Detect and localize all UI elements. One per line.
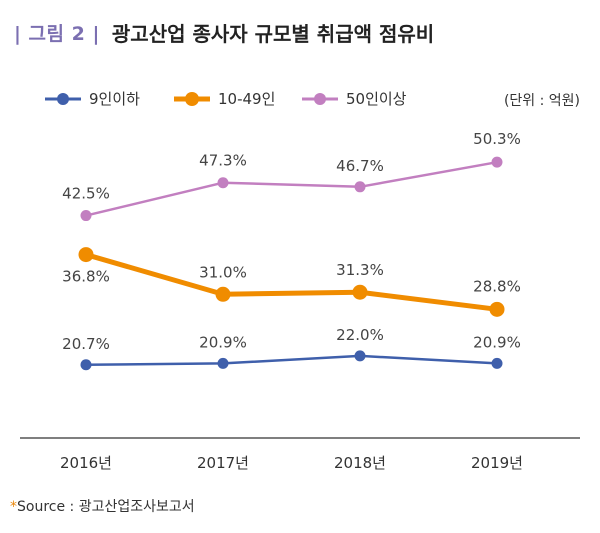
data-point [80,210,92,222]
source-asterisk: * [10,499,17,515]
x-tick-label: 2018년 [334,454,386,472]
legend-marker [185,92,199,106]
data-point [217,177,229,189]
data-point [80,359,92,371]
data-label: 46.7% [336,157,384,175]
series-line [84,160,499,217]
data-label: 28.8% [473,277,521,295]
data-point [491,357,503,369]
data-label: 47.3% [199,152,247,170]
data-label: 50.3% [473,130,521,148]
data-point [491,156,503,168]
figure-header: | 그림 2 | 광고산업 종사자 규모별 취급액 점유비 [14,14,434,50]
data-point [354,350,366,362]
data-point [352,284,368,300]
series-line [84,354,499,367]
figure-label: | 그림 2 | [14,22,100,45]
unit-label: (단위 : 억원) [503,93,580,109]
data-point [215,286,231,302]
data-label: 31.3% [336,261,384,279]
source-note: *Source : 광고산업조사보고서 [10,496,195,516]
x-tick-label: 2017년 [197,454,249,472]
data-label: 20.9% [199,333,247,351]
data-point [489,301,505,317]
legend-marker [314,93,326,105]
data-label: 36.8% [62,268,110,286]
source-text: Source : 광고산업조사보고서 [17,499,195,515]
data-label: 42.5% [62,185,110,203]
data-point [78,247,94,263]
data-label: 20.9% [473,333,521,351]
legend-label: 10-49인 [218,90,275,108]
legend-label: 50인이상 [346,90,407,108]
x-tick-label: 2016년 [60,454,112,472]
chart-title: 광고산업 종사자 규모별 취급액 점유비 [111,21,435,46]
data-label: 20.7% [62,335,110,353]
data-point [217,357,229,369]
legend-marker [57,93,69,105]
data-point [354,181,366,193]
x-tick-label: 2019년 [471,454,523,472]
data-label: 22.0% [336,326,384,344]
series-line [83,252,500,312]
legend-label: 9인이하 [89,90,140,108]
data-label: 31.0% [199,263,247,281]
